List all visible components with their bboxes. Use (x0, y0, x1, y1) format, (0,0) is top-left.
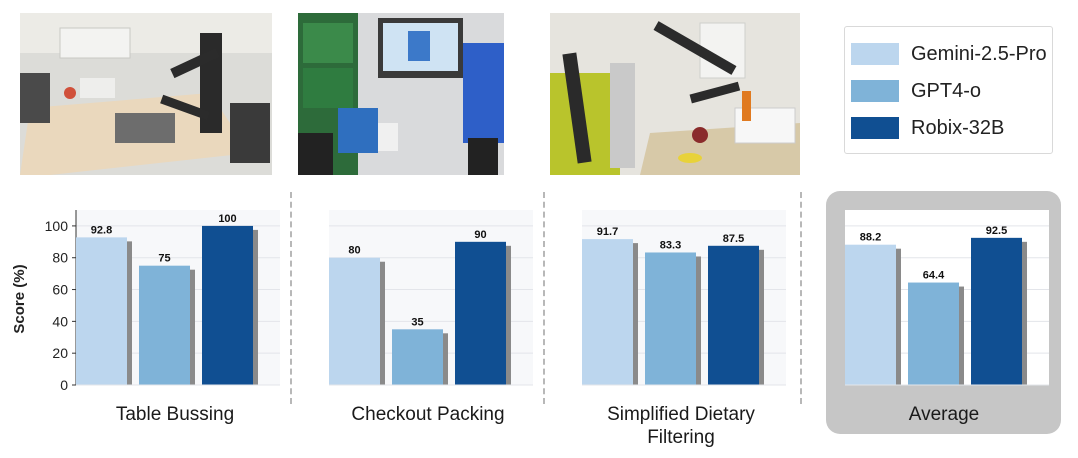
bar-gemini (329, 257, 380, 385)
data-label-gemini: 91.7 (597, 226, 618, 238)
bar-robix (202, 225, 253, 385)
chart-table-bussing-plot: 0 20 40 60 80 100 92.8 75 100 (45, 210, 280, 393)
bar-robix (971, 237, 1022, 385)
chart-title-checkout-packing: Checkout Packing (351, 404, 505, 425)
y-tick-label: 100 (45, 218, 69, 234)
chart-legend: Gemini-2.5-Pro GPT4-o Robix-32B (844, 26, 1053, 154)
data-label-robix: 87.5 (723, 233, 744, 245)
legend-swatch-robix (851, 117, 899, 139)
checkout-packing-photo (298, 13, 504, 175)
data-label-robix: 100 (218, 213, 236, 225)
data-label-robix: 90 (474, 229, 486, 241)
chart-title-table-bussing: Table Bussing (115, 404, 235, 425)
bar-gemini (76, 237, 127, 385)
legend-item-robix: Robix-32B (851, 113, 1004, 143)
chart-checkout-packing-plot: 80 35 90 (329, 210, 533, 386)
legend-label-gemini: Gemini-2.5-Pro (911, 42, 1047, 65)
y-tick-label: 0 (60, 377, 68, 393)
chart-title-dietary-line-1: Simplified Dietary (607, 404, 755, 425)
legend-label-robix: Robix-32B (911, 116, 1005, 139)
legend-swatch-gpt4o (851, 80, 899, 102)
y-tick-label: 80 (52, 250, 68, 266)
chart-title-dietary-filtering: Simplified Dietary Filtering (546, 403, 816, 449)
chart-average: 88.2 64.4 92.5 Average (809, 190, 1078, 445)
data-label-gemini: 92.8 (91, 224, 112, 236)
table-bussing-photo (20, 13, 272, 175)
chart-table-bussing: 0 20 40 60 80 100 92.8 75 100 Table Bussing (40, 190, 310, 445)
chart-title-average: Average (908, 404, 980, 425)
bar-gpt4o (645, 252, 696, 385)
data-label-gemini: 88.2 (860, 232, 881, 244)
chart-dietary-filtering: 91.7 83.3 87.5 Simplified Dietary Filterin… (546, 190, 816, 448)
data-label-gemini: 80 (348, 245, 360, 257)
y-tick-label: 20 (52, 345, 68, 361)
data-label-gpt4o: 35 (411, 316, 423, 328)
data-label-gpt4o: 83.3 (660, 239, 681, 251)
divider-1 (290, 192, 292, 404)
legend-swatch-gemini (851, 43, 899, 65)
bar-gpt4o (392, 329, 443, 385)
y-tick-label: 60 (52, 282, 68, 298)
chart-title-dietary-line-2: Filtering (647, 427, 715, 448)
chart-checkout-packing: 80 35 90 Checkout Packing (293, 190, 563, 445)
bar-gemini (845, 244, 896, 385)
divider-3 (800, 192, 802, 404)
bar-gpt4o (139, 265, 190, 385)
legend-label-gpt4o: GPT4-o (911, 79, 982, 102)
chart-dietary-filtering-plot: 91.7 83.3 87.5 (582, 210, 786, 386)
dietary-filtering-photo (550, 13, 800, 175)
y-tick-label: 40 (52, 313, 68, 329)
bar-gpt4o (908, 282, 959, 385)
chart-average-plot: 88.2 64.4 92.5 (845, 210, 1049, 386)
data-label-gpt4o: 75 (158, 253, 170, 265)
data-label-gpt4o: 64.4 (923, 270, 945, 282)
bar-gemini (582, 239, 633, 385)
svg-text:Score (%): Score (%) (11, 264, 28, 333)
y-axis-label: Score (%) (11, 264, 28, 333)
divider-2 (543, 192, 545, 404)
bar-robix (708, 245, 759, 385)
legend-item-gpt4o: GPT4-o (851, 76, 981, 106)
legend-item-gemini: Gemini-2.5-Pro (851, 39, 1047, 69)
data-label-robix: 92.5 (986, 225, 1007, 237)
bar-robix (455, 241, 506, 385)
